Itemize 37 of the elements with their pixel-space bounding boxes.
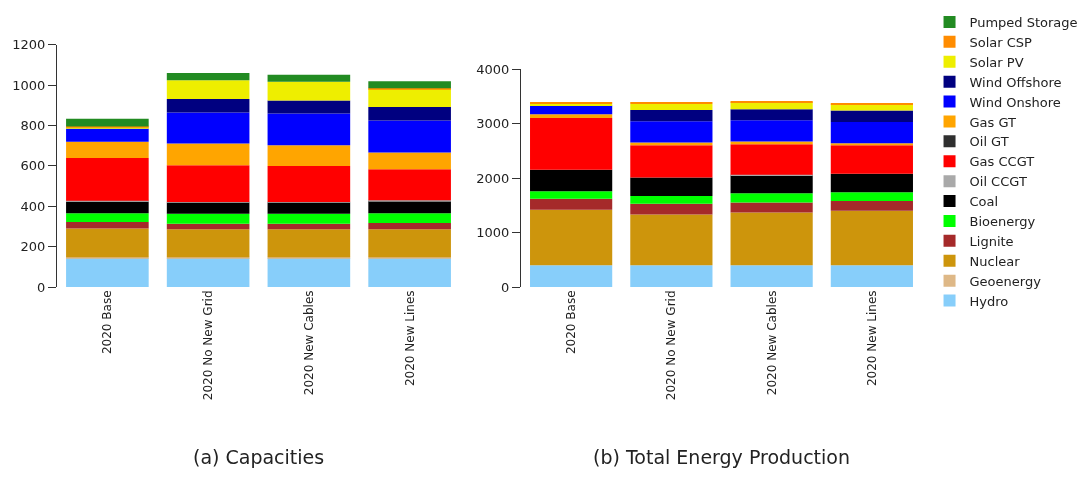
y-tick-label: 1000 [476, 225, 510, 241]
x-tick-label: 2020 New Lines [402, 290, 417, 387]
legend-label: Geoenergy [969, 273, 1042, 289]
legend-label: Gas GT [969, 114, 1017, 130]
legend-label: Bioenergy [969, 214, 1036, 230]
legend-label: Pumped Storage [969, 15, 1078, 31]
legend-label: Oil GT [969, 134, 1009, 150]
y-tick-label: 1000 [12, 77, 46, 93]
x-tick-label: 2020 No New Grid [201, 290, 216, 401]
x-tick-label: 2020 Base [564, 290, 579, 355]
y-tick-label: 2000 [476, 170, 510, 186]
y-tick-label: 0 [501, 279, 510, 295]
y-tick-label: 600 [20, 158, 46, 174]
x-tick-label: 2020 New Cables [764, 290, 779, 396]
x-tick-label: 2020 No New Grid [664, 290, 679, 401]
text: (b) Total Energy Production [593, 446, 850, 468]
legend-label: Oil CCGT [969, 174, 1027, 190]
legend-label: Solar PV [969, 54, 1024, 70]
legend-label: Wind Offshore [969, 74, 1062, 90]
y-tick-label: 800 [20, 118, 46, 134]
x-tick-label: 2020 Base [100, 290, 115, 355]
legend-label: Hydro [969, 293, 1009, 309]
y-tick-label: 0 [37, 279, 46, 295]
legend-label: Lignite [969, 233, 1014, 249]
y-tick-label: 4000 [476, 61, 510, 77]
legend-label: Coal [969, 194, 999, 210]
legend-label: Gas CCGT [969, 154, 1035, 170]
y-tick-label: 400 [20, 198, 46, 214]
y-tick-label: 3000 [476, 116, 510, 132]
legend-label: Solar CSP [969, 34, 1033, 50]
text: (a) Capacities [193, 446, 325, 468]
legend-label: Wind Onshore [969, 94, 1061, 110]
y-tick-label: 1200 [12, 37, 46, 53]
y-tick-label: 200 [20, 239, 46, 255]
x-tick-label: 2020 New Lines [864, 290, 879, 387]
legend-label: Nuclear [969, 253, 1021, 269]
x-tick-label: 2020 New Cables [301, 290, 316, 396]
